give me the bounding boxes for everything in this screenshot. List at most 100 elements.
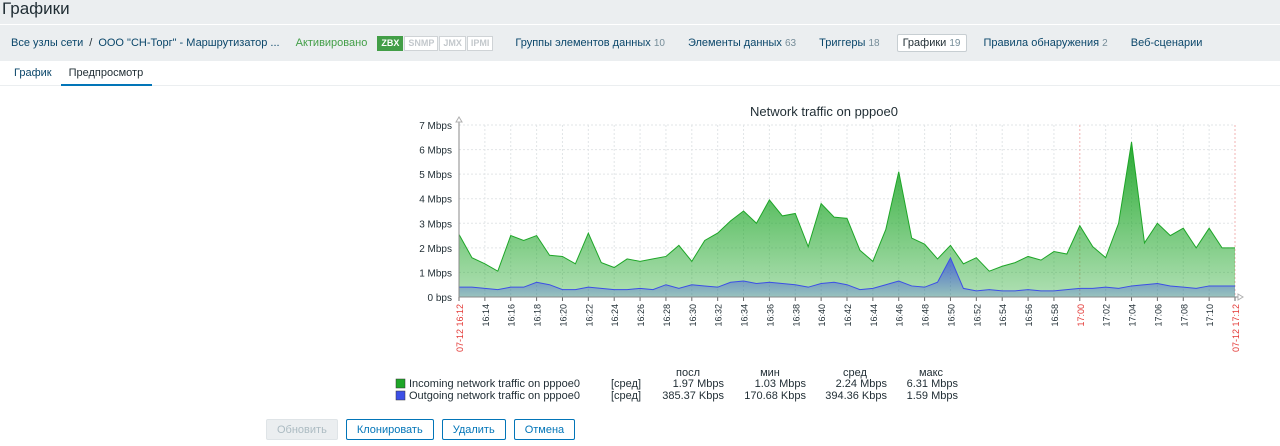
y-tick-label: 4 Mbps — [419, 195, 452, 206]
host-link[interactable]: ООО "СН-Торг" - Маршрутизатор ... — [98, 37, 280, 49]
tab-graph[interactable]: График — [14, 67, 52, 79]
y-tick-label: 6 Mbps — [419, 146, 452, 157]
legend-swatch — [395, 378, 406, 389]
legend-func: [сред] — [611, 378, 641, 390]
x-tick-label: 16:40 — [817, 304, 827, 327]
tab-label: Веб-сценарии — [1130, 37, 1203, 49]
legend-value-avg: 394.36 Kbps — [825, 390, 887, 402]
page-title: Графики — [0, 0, 1280, 24]
all-hosts-link[interactable]: Все узлы сети — [11, 37, 84, 49]
legend-header-max: макс — [919, 367, 944, 379]
breadcrumb-separator: / — [89, 37, 93, 49]
host-navigation: Все узлы сети / ООО "СН-Торг" - Маршрути… — [0, 25, 1280, 61]
x-tick-label: 16:28 — [662, 304, 672, 327]
x-tick-label: 16:58 — [1050, 304, 1060, 327]
host-status[interactable]: Активировано — [295, 37, 368, 49]
x-tick-label: 16:46 — [895, 304, 905, 327]
tab-label: Триггеры — [819, 37, 866, 49]
ipmi-badge: IPMI — [466, 35, 494, 51]
x-tick-label: 17:10 — [1205, 304, 1215, 327]
delete-button[interactable]: Удалить — [441, 419, 506, 440]
legend-value-last: 385.37 Kbps — [662, 390, 724, 402]
tab-items[interactable]: Элементы данных 63 — [682, 34, 802, 52]
legend-series-name: Incoming network traffic on pppoe0 — [409, 378, 580, 390]
x-tick-label: 16:50 — [946, 304, 956, 327]
tab-label: Правила обнаружения — [983, 37, 1100, 49]
tab-preview[interactable]: Предпросмотр — [60, 62, 153, 86]
zbx-badge: ZBX — [377, 35, 404, 51]
x-tick-label: 17:06 — [1153, 304, 1163, 327]
legend-func: [сред] — [611, 390, 641, 402]
network-traffic-chart: Network traffic on pppoe0 0 bps 1 Mbps 2 M… — [395, 104, 1244, 402]
y-tick-label: 5 Mbps — [419, 170, 452, 181]
legend-value-last: 1.97 Mbps — [673, 378, 725, 390]
series-line-outgoing — [459, 256, 1235, 292]
legend-value-avg: 2.24 Mbps — [836, 378, 888, 390]
legend-value-min: 1.03 Mbps — [755, 378, 807, 390]
x-tick-label: 16:42 — [843, 304, 853, 327]
x-tick-label: 16:34 — [740, 304, 750, 327]
legend-value-max: 6.31 Mbps — [907, 378, 959, 390]
x-tick-label: 17:00 — [1076, 304, 1086, 327]
tab-count: 18 — [868, 38, 880, 49]
x-tick-label: 16:56 — [1024, 304, 1034, 327]
jmx-badge: JMX — [439, 35, 466, 51]
x-tick-label: 16:14 — [481, 304, 491, 327]
x-tick-label: 17:08 — [1179, 304, 1189, 327]
tab-count: 10 — [653, 38, 665, 49]
legend-swatch — [395, 390, 406, 401]
tab-count: 19 — [949, 38, 961, 49]
x-tick-label: 16:26 — [636, 304, 646, 327]
chart-title: Network traffic on pppoe0 — [750, 104, 898, 119]
availability-badges: ZBX SNMP JMX IPMI — [377, 35, 494, 51]
update-button[interactable]: Обновить — [266, 419, 338, 440]
x-tick-label: 07-12 16:12 — [455, 304, 465, 352]
y-tick-label: 7 Mbps — [419, 121, 452, 132]
y-tick-label: 3 Mbps — [419, 219, 452, 230]
x-tick-label: 16:44 — [869, 304, 879, 327]
x-tick-label: 16:52 — [972, 304, 982, 327]
legend-header-min: мин — [760, 367, 780, 379]
x-tick-label: 16:18 — [533, 304, 543, 327]
x-tick-label: 16:22 — [584, 304, 594, 327]
series-line-incoming — [458, 141, 1235, 272]
tab-count: 63 — [784, 38, 797, 49]
x-tick-label: 16:48 — [921, 304, 931, 327]
y-tick-label: 0 bps — [428, 293, 452, 304]
x-tick-label: 07-12 17:12 — [1231, 304, 1241, 352]
tab-label: Группы элементов данных — [515, 37, 651, 49]
legend-header-avg: сред — [843, 367, 867, 379]
x-tick-label: 16:16 — [507, 304, 517, 327]
x-tick-label: 16:38 — [791, 304, 801, 327]
form-tabs: График Предпросмотр — [0, 62, 1280, 86]
tab-discovery-rules[interactable]: Правила обнаружения 2 — [978, 34, 1114, 52]
clone-button[interactable]: Клонировать — [345, 419, 434, 440]
x-tick-label: 16:20 — [558, 304, 568, 327]
snmp-badge: SNMP — [404, 35, 439, 51]
host-tabs: Группы элементов данных 10 Элементы данн… — [509, 34, 1219, 52]
tab-label: Элементы данных — [687, 37, 782, 49]
tab-triggers[interactable]: Триггеры 18 — [813, 34, 885, 52]
tab-item-groups[interactable]: Группы элементов данных 10 — [509, 34, 671, 52]
x-tick-label: 17:04 — [1128, 304, 1138, 327]
series-area-outgoing — [459, 257, 1235, 297]
x-tick-label: 17:02 — [1102, 304, 1112, 327]
tab-graphs[interactable]: Графики 19 — [896, 34, 967, 52]
tab-label: Графики — [902, 37, 947, 49]
x-tick-label: 16:24 — [610, 304, 620, 327]
x-tick-label: 16:32 — [714, 304, 724, 327]
legend-header-last: посл — [676, 367, 700, 379]
legend-value-max: 1.59 Mbps — [907, 390, 959, 402]
tab-count: 2 — [1102, 38, 1108, 49]
tab-web-scenarios[interactable]: Веб-сценарии — [1125, 34, 1209, 52]
legend-series-name: Outgoing network traffic on pppoe0 — [409, 390, 580, 402]
x-tick-label: 16:36 — [765, 304, 775, 327]
y-axis-arrow — [455, 116, 463, 123]
x-axis-arrow — [1237, 293, 1244, 301]
cancel-button[interactable]: Отмена — [513, 419, 576, 440]
form-buttons: Обновить Клонировать Удалить Отмена — [266, 419, 576, 440]
legend-value-min: 170.68 Kbps — [744, 390, 806, 402]
y-tick-label: 2 Mbps — [419, 244, 452, 255]
y-tick-label: 1 Mbps — [419, 268, 452, 279]
x-tick-label: 16:30 — [688, 304, 698, 327]
